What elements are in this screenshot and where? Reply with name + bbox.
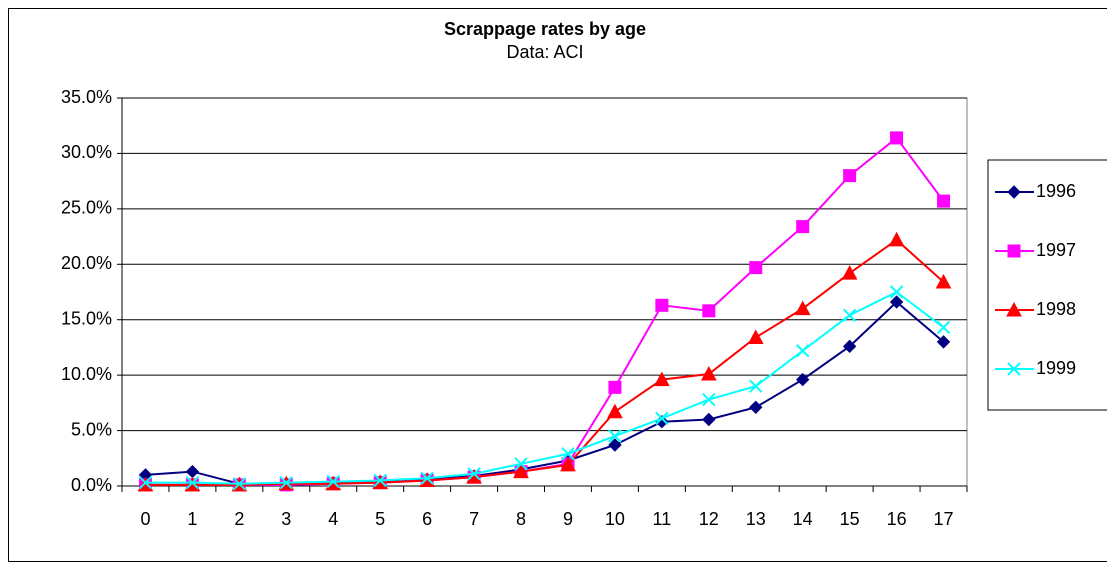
data-point xyxy=(702,392,716,407)
y-tick-label: 20.0% xyxy=(61,253,112,273)
x-tick-label: 4 xyxy=(328,509,338,529)
plot-area xyxy=(121,97,968,487)
data-point xyxy=(561,447,575,461)
x-tick-label: 2 xyxy=(234,509,244,529)
data-point xyxy=(842,339,857,354)
x-tick-label: 14 xyxy=(793,509,813,529)
data-point xyxy=(185,475,200,490)
data-point xyxy=(325,475,342,491)
data-point xyxy=(702,304,716,318)
data-point xyxy=(608,429,622,443)
data-point xyxy=(607,403,623,419)
y-tick-label: 5.0% xyxy=(71,419,112,439)
data-point xyxy=(794,300,811,316)
x-tick-label: 7 xyxy=(469,509,479,529)
data-point xyxy=(184,476,201,492)
x-tick-label: 5 xyxy=(375,509,385,529)
data-point xyxy=(232,477,247,491)
x-tick-label: 10 xyxy=(605,509,625,529)
x-tick-label: 17 xyxy=(934,509,954,529)
data-point xyxy=(560,456,576,472)
data-point xyxy=(935,273,952,289)
data-point xyxy=(420,471,434,485)
data-point xyxy=(889,285,904,299)
series-line xyxy=(145,290,945,485)
chart-title: Scrappage rates by age xyxy=(444,19,646,39)
x-tick-label: 8 xyxy=(516,509,526,529)
data-point xyxy=(608,438,622,452)
data-point xyxy=(749,379,763,393)
x-tick-label: 11 xyxy=(653,509,672,529)
data-point xyxy=(702,412,716,427)
data-point xyxy=(841,265,858,280)
x-tick-label: 12 xyxy=(699,509,719,529)
data-point xyxy=(795,344,810,358)
data-point xyxy=(513,463,529,479)
data-point xyxy=(889,295,904,309)
data-point xyxy=(655,298,669,312)
data-point xyxy=(279,475,294,490)
data-point xyxy=(514,457,528,471)
x-tick-label: 16 xyxy=(887,509,907,529)
chart-subtitle: Data: ACI xyxy=(506,42,583,62)
data-point xyxy=(749,261,763,275)
data-point xyxy=(467,467,481,481)
y-tick-label: 10.0% xyxy=(61,364,112,384)
data-point xyxy=(138,475,153,490)
data-point xyxy=(700,365,717,381)
data-point xyxy=(936,335,951,349)
legend-label: 1996 xyxy=(1036,181,1076,201)
legend-label: 1997 xyxy=(1036,240,1076,260)
x-tick-label: 15 xyxy=(840,509,860,529)
data-point xyxy=(842,308,857,322)
data-point xyxy=(890,131,904,145)
data-point xyxy=(419,472,435,487)
y-tick-label: 15.0% xyxy=(61,308,112,328)
data-point xyxy=(608,380,622,394)
x-tick-label: 0 xyxy=(140,509,150,529)
data-point xyxy=(936,320,951,335)
data-point xyxy=(749,400,763,414)
data-point xyxy=(795,372,810,387)
legend-marker xyxy=(1007,244,1021,258)
data-point xyxy=(137,476,154,492)
x-tick-label: 1 xyxy=(187,509,197,529)
legend-label: 1998 xyxy=(1036,299,1076,319)
data-point xyxy=(796,220,810,234)
data-point xyxy=(888,231,905,247)
data-point xyxy=(937,194,951,208)
series-line xyxy=(145,238,945,486)
data-point xyxy=(843,169,857,183)
x-tick-label: 6 xyxy=(422,509,432,529)
data-point xyxy=(373,473,387,488)
x-tick-label: 9 xyxy=(563,509,573,529)
y-tick-label: 25.0% xyxy=(61,198,112,218)
data-point xyxy=(655,411,669,426)
data-point xyxy=(747,329,764,344)
y-tick-label: 35.0% xyxy=(61,87,112,107)
data-point xyxy=(326,474,340,489)
y-tick-label: 0.0% xyxy=(71,475,112,495)
x-tick-label: 3 xyxy=(281,509,291,529)
legend-marker xyxy=(1007,185,1021,199)
data-point xyxy=(654,371,670,387)
legend-marker xyxy=(1007,362,1021,376)
legend-marker xyxy=(1006,301,1022,317)
data-point xyxy=(372,474,389,490)
y-tick-label: 30.0% xyxy=(61,142,112,162)
x-tick-label: 13 xyxy=(746,509,766,529)
legend-label: 1999 xyxy=(1036,358,1076,378)
